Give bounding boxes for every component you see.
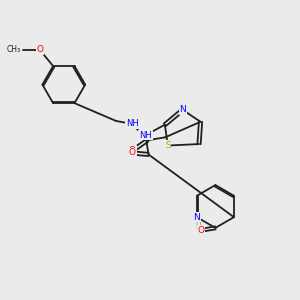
Text: NH: NH [126, 119, 139, 128]
Text: NH: NH [139, 130, 152, 140]
Text: O: O [129, 148, 136, 158]
Text: O: O [129, 146, 136, 155]
Text: O: O [198, 226, 205, 235]
Text: N: N [194, 213, 200, 222]
Text: H: H [196, 222, 201, 231]
Text: CH₃: CH₃ [6, 45, 20, 54]
Text: S: S [165, 141, 171, 150]
Text: O: O [36, 45, 43, 54]
Text: N: N [179, 105, 186, 114]
